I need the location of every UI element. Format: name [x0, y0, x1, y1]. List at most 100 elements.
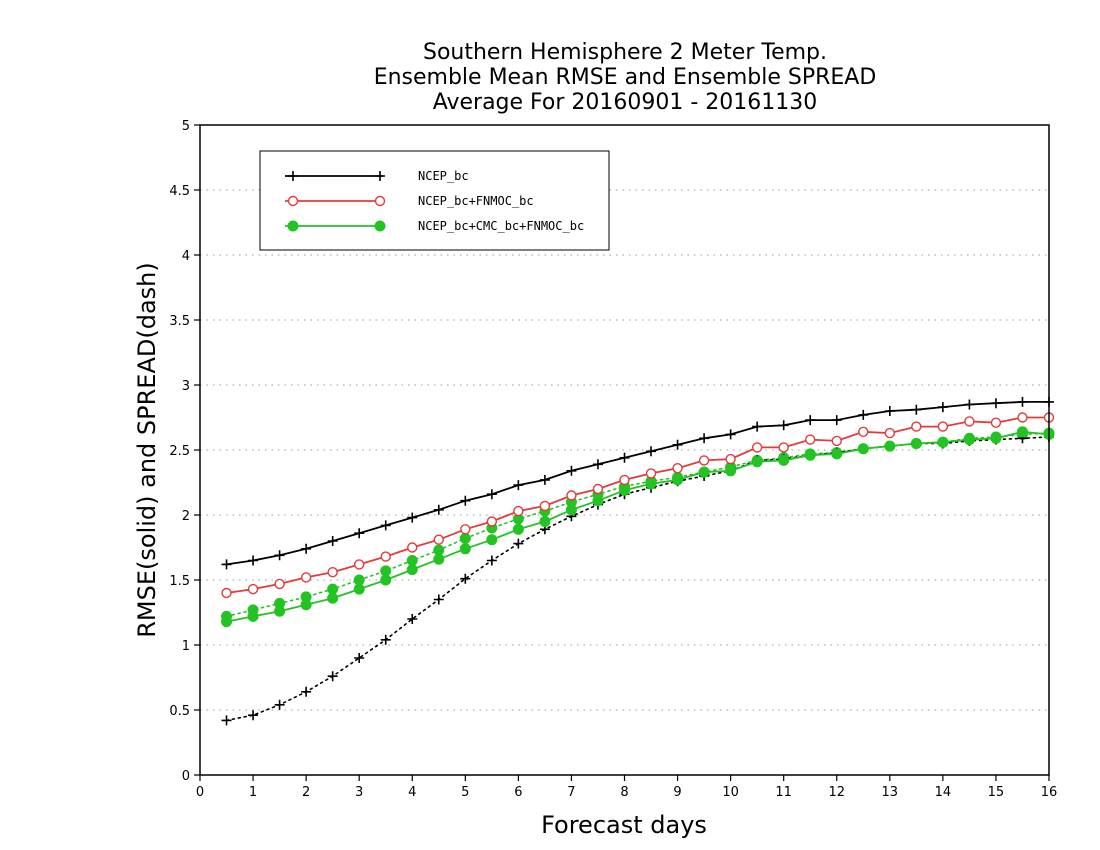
- rmse-point: [460, 495, 471, 506]
- rmse-point: [459, 543, 471, 555]
- rmse-point: [725, 453, 736, 465]
- x-tick-label: 14: [935, 785, 952, 800]
- y-axis-label: RMSE(solid) and SPREAD(dash): [133, 262, 161, 638]
- x-tick-label: 13: [882, 785, 899, 800]
- rmse-point: [778, 420, 789, 431]
- spread-point: [221, 715, 232, 726]
- rmse-point: [831, 415, 842, 426]
- rmse-point: [645, 478, 657, 490]
- y-tick-label: 3.5: [169, 314, 190, 329]
- rmse-point: [247, 583, 259, 595]
- rmse-point: [911, 421, 922, 432]
- rmse-point: [725, 429, 736, 440]
- rmse-point: [433, 534, 444, 545]
- spread-point: [486, 555, 497, 566]
- x-tick-label: 9: [673, 785, 681, 800]
- legend-marker: [287, 220, 299, 232]
- rmse-point: [751, 442, 763, 453]
- rmse-point: [513, 480, 524, 491]
- y-tick-label: 0: [182, 769, 190, 784]
- x-tick-label: 11: [775, 785, 792, 800]
- legend-marker: [374, 220, 386, 232]
- legend-marker: [287, 195, 299, 207]
- rmse-point: [592, 483, 604, 495]
- x-tick-label: 3: [355, 785, 363, 800]
- x-tick-label: 0: [196, 785, 204, 800]
- rmse-point: [248, 555, 259, 566]
- rmse-point: [937, 421, 949, 432]
- rmse-point: [672, 474, 684, 486]
- rmse-point: [937, 402, 948, 413]
- x-tick-label: 15: [988, 785, 1005, 800]
- legend-label: NCEP_bc+CMC_bc+FNMOC_bc: [418, 219, 584, 233]
- title-line-1: Southern Hemisphere 2 Meter Temp.: [423, 40, 827, 65]
- rmse-point: [645, 468, 657, 479]
- rmse-point: [831, 448, 843, 460]
- y-tick-label: 4.5: [169, 184, 190, 199]
- rmse-point: [831, 435, 842, 447]
- rmse-point: [646, 446, 657, 457]
- rmse-point: [353, 559, 365, 570]
- rmse-point: [804, 449, 816, 461]
- y-tick-label: 3: [182, 379, 190, 394]
- spread-point: [380, 634, 391, 645]
- rmse-point: [990, 432, 1002, 444]
- x-tick-label: 1: [249, 785, 257, 800]
- x-tick-label: 16: [1041, 785, 1058, 800]
- rmse-point: [301, 543, 312, 554]
- spread-point: [513, 538, 524, 549]
- rmse-point: [751, 456, 763, 468]
- rmse-point: [1017, 396, 1028, 407]
- spread-line: [225, 432, 1050, 618]
- rmse-point: [619, 452, 630, 463]
- x-tick-label: 5: [461, 785, 469, 800]
- legend: NCEP_bc NCEP_bc+FNMOC_bc NCEP_bc+CMC_bc+FN…: [259, 150, 610, 251]
- y-tick-label: 5: [182, 119, 190, 134]
- rmse-point: [752, 421, 763, 432]
- rmse-point: [858, 409, 869, 420]
- y-tick-label: 1: [182, 639, 190, 654]
- rmse-point: [990, 398, 1001, 409]
- rmse-point: [221, 587, 232, 599]
- spread-point: [327, 583, 339, 595]
- rmse-point: [327, 592, 339, 604]
- rmse-point: [805, 434, 816, 445]
- spread-point: [459, 532, 471, 544]
- legend-marker: [288, 171, 298, 181]
- spread-point: [327, 671, 338, 682]
- spread-line: [225, 436, 1050, 722]
- rmse-point: [380, 574, 392, 586]
- rmse-point: [698, 466, 710, 478]
- rmse-point: [858, 426, 869, 437]
- rmse-point: [592, 495, 604, 507]
- rmse-point: [300, 599, 312, 611]
- spread-point: [460, 573, 471, 584]
- rmse-point: [619, 474, 630, 486]
- x-tick-label: 2: [302, 785, 310, 800]
- spread-point: [274, 699, 285, 710]
- y-tick-label: 2: [182, 509, 190, 524]
- rmse-point: [433, 553, 445, 565]
- rmse-point: [247, 610, 259, 622]
- rmse-point: [805, 415, 816, 426]
- rmse-point: [327, 536, 338, 546]
- rmse-point: [380, 551, 391, 562]
- rmse-point: [274, 605, 286, 617]
- axis-ticks: 00.511.522.533.544.550 1 2 3 4 5 6 7 8 9 10 11 12 13 1…: [169, 119, 1057, 800]
- grid: [200, 189, 1049, 711]
- rmse-point: [964, 399, 975, 410]
- rmse-point: [221, 616, 233, 628]
- legend-label: NCEP_bc: [418, 169, 469, 183]
- rmse-point: [592, 459, 603, 470]
- rmse-point: [566, 465, 577, 476]
- x-tick-label: 12: [828, 785, 845, 800]
- rmse-point: [354, 528, 365, 539]
- rmse-point: [1017, 412, 1028, 423]
- rmse-point: [937, 436, 949, 448]
- rmse-point: [964, 416, 975, 427]
- rmse-point: [433, 504, 444, 515]
- rmse-point: [380, 520, 391, 531]
- rmse-point: [884, 427, 896, 439]
- rmse-point: [300, 572, 312, 583]
